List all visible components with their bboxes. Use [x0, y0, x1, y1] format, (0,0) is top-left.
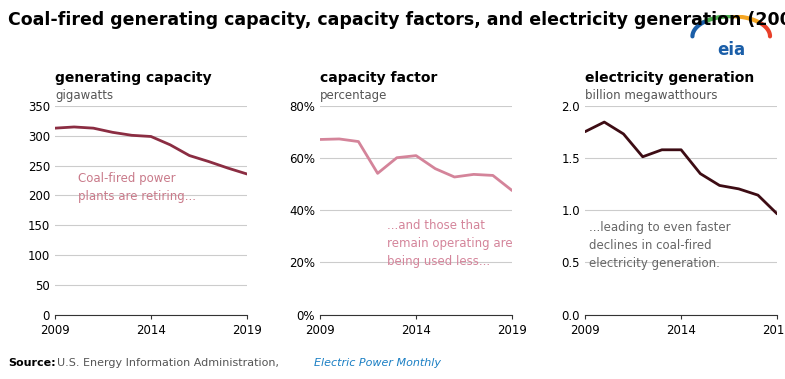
- Text: U.S. Energy Information Administration,: U.S. Energy Information Administration,: [57, 358, 279, 368]
- Text: ...leading to even faster
declines in coal-fired
electricity generation.: ...leading to even faster declines in co…: [589, 221, 731, 270]
- Text: Coal-fired generating capacity, capacity factors, and electricity generation (20: Coal-fired generating capacity, capacity…: [8, 11, 785, 29]
- Text: capacity factor: capacity factor: [320, 71, 437, 85]
- Text: gigawatts: gigawatts: [55, 89, 113, 102]
- Text: Coal-fired power
plants are retiring...: Coal-fired power plants are retiring...: [78, 172, 196, 203]
- Text: billion megawatthours: billion megawatthours: [585, 89, 717, 102]
- Text: percentage: percentage: [320, 89, 387, 102]
- Text: electricity generation: electricity generation: [585, 71, 754, 85]
- Text: Source:: Source:: [8, 358, 56, 368]
- Text: eia: eia: [717, 41, 745, 59]
- Text: ...and those that
remain operating are
being used less...: ...and those that remain operating are b…: [387, 219, 513, 268]
- Text: generating capacity: generating capacity: [55, 71, 212, 85]
- Text: Electric Power Monthly: Electric Power Monthly: [314, 358, 441, 368]
